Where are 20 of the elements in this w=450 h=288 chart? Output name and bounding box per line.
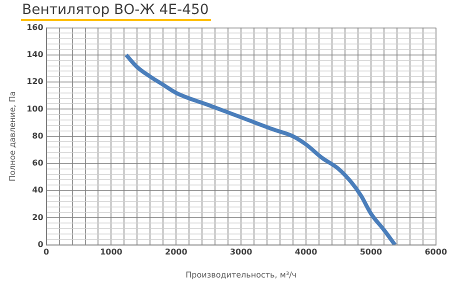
y-tick-label: 160 [26, 22, 44, 32]
y-tick-label: 80 [32, 131, 44, 140]
y-tick-label: 100 [26, 104, 44, 114]
y-tick-label: 20 [32, 212, 44, 222]
y-tick-label: 60 [32, 158, 44, 168]
line-series [124, 52, 397, 245]
x-tick-label: 0 [44, 248, 50, 257]
y-tick-label: 120 [26, 77, 44, 86]
chart-title: Вентилятор ВО-Ж 4Е-450 [21, 2, 211, 21]
x-tick-label: 2000 [165, 248, 188, 257]
x-tick-label: 4000 [294, 248, 318, 257]
x-tick-label: 3000 [230, 248, 253, 257]
x-axis-title: Производительность, м³/ч [186, 270, 297, 280]
y-tick-label: 0 [38, 240, 44, 249]
y-axis-title: Полное давление, Па [8, 91, 17, 182]
x-tick-label: 6000 [424, 248, 448, 257]
x-tick-label: 1000 [100, 248, 123, 257]
x-tick-label: 5000 [360, 248, 383, 257]
y-tick-label: 40 [32, 186, 44, 195]
y-tick-label: 140 [26, 50, 44, 60]
